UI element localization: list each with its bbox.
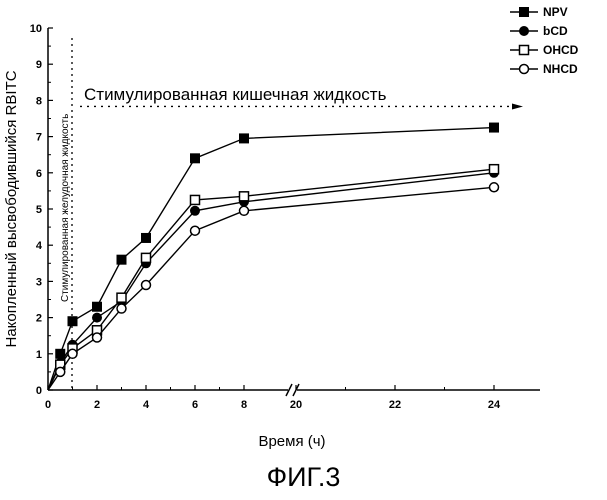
data-point (68, 316, 78, 326)
legend-marker (520, 46, 529, 55)
y-tick-label: 5 (36, 204, 42, 216)
axes: 012345678910 02468202224 (30, 23, 540, 411)
x-tick-label: 2 (94, 399, 100, 411)
x-tick-label: 0 (45, 399, 51, 411)
y-tick-label: 7 (36, 132, 42, 144)
data-point (490, 183, 499, 192)
y-tick-label: 1 (36, 349, 42, 361)
series-bcd (48, 168, 499, 390)
legend-marker (519, 7, 529, 17)
data-point (92, 302, 102, 312)
legend: NPV bCD OHCD NHCD (510, 5, 579, 76)
data-point (92, 313, 102, 323)
series-line (48, 128, 494, 390)
y-tick-label: 9 (36, 59, 42, 71)
data-point (191, 226, 200, 235)
x-tick-label: 4 (143, 399, 150, 411)
y-tick-label: 8 (36, 95, 42, 107)
intestinal-fluid-arrowhead (512, 103, 523, 109)
data-point (191, 195, 200, 204)
data-point (142, 253, 151, 262)
y-tick-label: 4 (36, 240, 43, 252)
x-tick-label: 22 (389, 399, 401, 411)
series-line (48, 173, 494, 390)
data-point (56, 367, 65, 376)
legend-item: NPV (510, 5, 568, 19)
series-nhcd (48, 183, 499, 390)
series-line (48, 169, 494, 390)
y-tick-label: 3 (36, 276, 42, 288)
data-point (117, 304, 126, 313)
figure-caption: ФИГ.3 (0, 462, 607, 493)
x-tick-label: 8 (241, 399, 247, 411)
legend-label: bCD (543, 24, 568, 38)
data-point (93, 333, 102, 342)
data-point (489, 123, 499, 133)
x-axis-label: Время (ч) (258, 433, 325, 450)
intestinal-fluid-label: Стимулированная кишечная жидкость (84, 85, 387, 104)
legend-item: NHCD (510, 62, 578, 76)
data-point (240, 206, 249, 215)
gastric-fluid-label: Стимулированная желудочная жидкость (60, 114, 71, 302)
x-tick-label: 24 (488, 399, 501, 411)
data-point (117, 255, 127, 265)
data-point (142, 281, 151, 290)
data-point (190, 206, 200, 216)
y-ticks: 0 1 2 3 4 5 6 7 8 9 10 (30, 23, 53, 397)
series-npv (48, 123, 499, 390)
data-point (239, 133, 249, 143)
y-tick-label: 2 (36, 313, 42, 325)
data-point (240, 192, 249, 201)
y-tick-label: 6 (36, 168, 42, 180)
plot-area (48, 123, 499, 390)
data-point (117, 293, 126, 302)
data-point (490, 165, 499, 174)
legend-label: NPV (543, 5, 568, 19)
x-ticks: 02468202224 (45, 385, 501, 411)
legend-marker (519, 26, 529, 36)
legend-item: OHCD (510, 43, 579, 57)
data-point (68, 349, 77, 358)
x-tick-label: 20 (290, 399, 302, 411)
y-tick-label: 10 (30, 23, 42, 35)
legend-label: NHCD (543, 62, 578, 76)
y-axis-label: Накопленный высвободившийся RBITC (3, 70, 20, 347)
data-point (190, 153, 200, 163)
annotations: Стимулированная желудочная жидкость Стим… (60, 38, 523, 390)
legend-label: OHCD (543, 43, 579, 57)
data-point (141, 233, 151, 243)
legend-item: bCD (510, 24, 568, 38)
series-line (48, 187, 494, 390)
y-tick-label: 0 (36, 385, 42, 397)
legend-marker (520, 65, 529, 74)
x-tick-label: 6 (192, 399, 198, 411)
